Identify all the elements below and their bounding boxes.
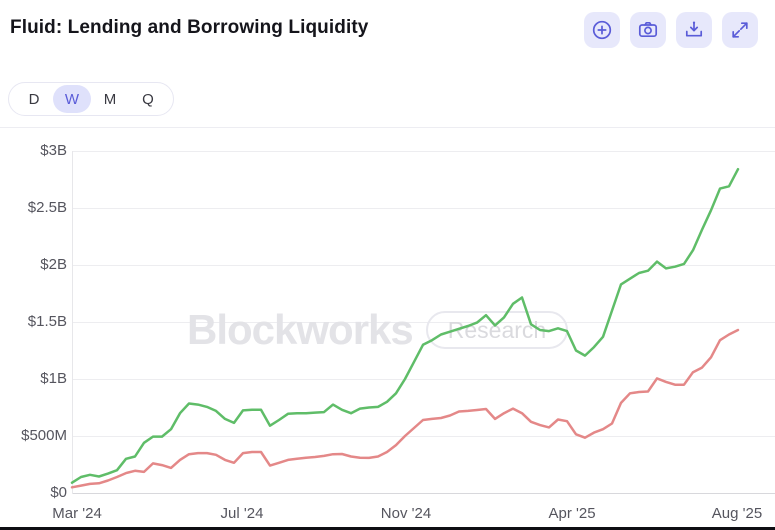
download-button[interactable] — [676, 12, 712, 48]
x-tick-label: Jul '24 — [220, 505, 264, 522]
watermark-brand: Blockworks — [187, 306, 414, 353]
header-divider — [0, 127, 775, 128]
x-tick-label: Aug '25 — [711, 505, 763, 522]
camera-icon — [638, 21, 658, 38]
y-tick-label: $1.5B — [27, 313, 67, 330]
period-option-q[interactable]: Q — [129, 85, 167, 113]
period-option-d[interactable]: D — [15, 85, 53, 113]
y-tick-label: $1B — [40, 370, 67, 387]
y-tick-label: $2B — [40, 256, 67, 273]
chart-header: Fluid: Lending and Borrowing Liquidity — [0, 0, 775, 60]
page-title: Fluid: Lending and Borrowing Liquidity — [10, 17, 369, 38]
y-tick-label: $3B — [40, 142, 67, 159]
download-tray-icon — [685, 21, 703, 37]
fullscreen-button[interactable] — [722, 12, 758, 48]
expand-arrows-icon — [732, 22, 748, 38]
chart-toolbar — [584, 12, 758, 48]
y-tick-label: $500M — [21, 427, 67, 444]
blockworks-watermark: Blockworks Research — [187, 306, 569, 353]
period-selector: D W M Q — [8, 82, 174, 116]
screenshot-button[interactable] — [630, 12, 666, 48]
x-tick-label: Apr '25 — [548, 505, 596, 522]
x-tick-label: Nov '24 — [380, 505, 432, 522]
bottom-divider — [0, 527, 775, 530]
period-option-w[interactable]: W — [53, 85, 91, 113]
y-tick-label: $2.5B — [27, 199, 67, 216]
zoom-in-button[interactable] — [584, 12, 620, 48]
y-tick-label: $0 — [50, 484, 67, 501]
period-option-m[interactable]: M — [91, 85, 129, 113]
watermark-research-badge: Research — [425, 311, 569, 349]
plus-circle-icon — [592, 20, 612, 40]
x-tick-label: Mar '24 — [52, 505, 102, 522]
